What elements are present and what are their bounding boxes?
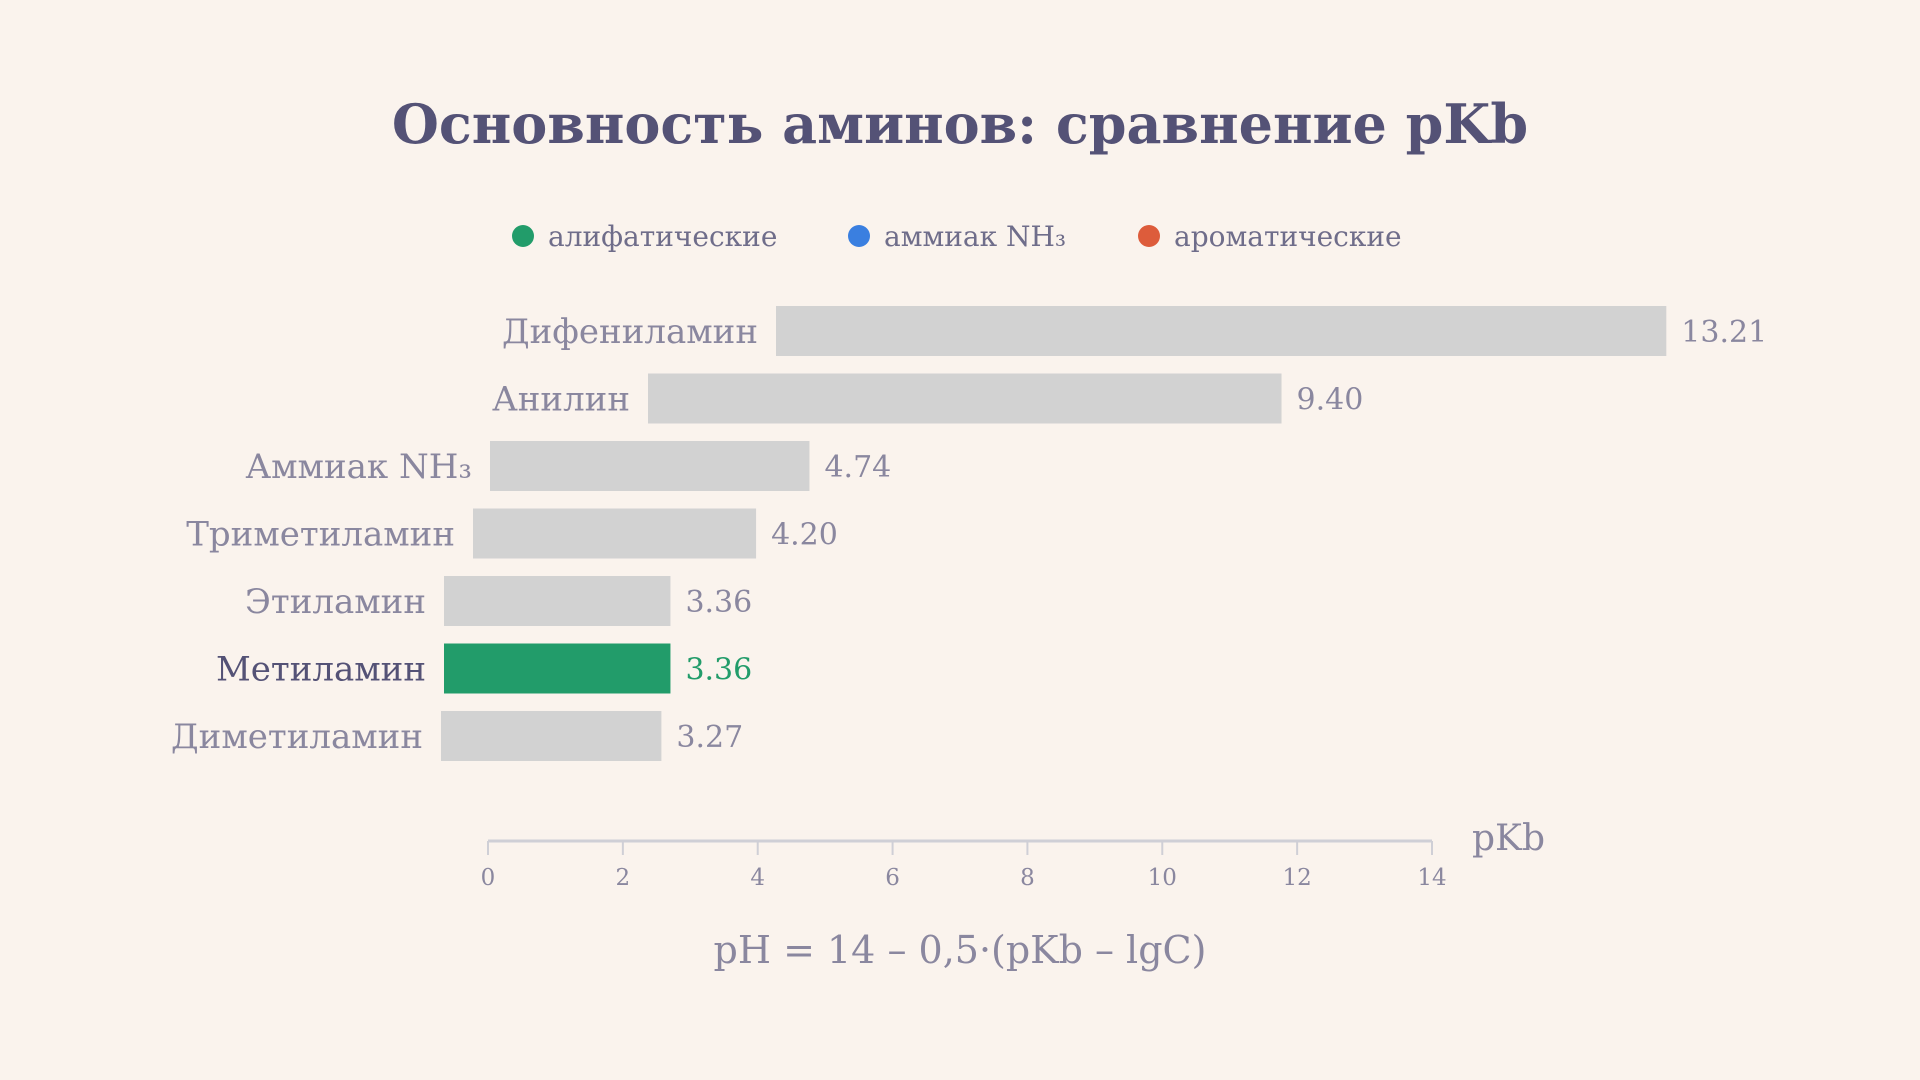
x-tick-label: 14 bbox=[1417, 865, 1446, 891]
legend-item-aromatic: ароматические bbox=[1138, 216, 1402, 256]
value-label: 3.36 bbox=[685, 585, 752, 620]
value-label: 13.21 bbox=[1681, 315, 1767, 350]
legend-dot-aromatic bbox=[1138, 225, 1160, 247]
x-tick-label: 2 bbox=[616, 865, 631, 891]
x-axis: 0 2 4 6 8 10 12 14 pKb bbox=[481, 818, 1545, 891]
bar bbox=[648, 373, 1282, 424]
chart-title: Основность аминов: сравнение pKb bbox=[391, 92, 1529, 156]
value-label: 4.20 bbox=[771, 518, 838, 553]
legend-label-aliphatic: алифатические bbox=[548, 219, 778, 253]
category-label: Метиламин bbox=[216, 650, 426, 690]
x-tick-label: 6 bbox=[885, 865, 900, 891]
category-label: Дифениламин bbox=[502, 312, 758, 352]
bar bbox=[490, 441, 810, 491]
bar bbox=[441, 711, 662, 761]
legend-label-ammonia: аммиак NH₃ bbox=[884, 219, 1067, 253]
value-label: 4.74 bbox=[824, 450, 891, 485]
legend-item-aliphatic: алифатические bbox=[512, 216, 777, 256]
category-label: Анилин bbox=[492, 380, 630, 420]
legend-dot-ammonia bbox=[848, 225, 870, 247]
value-label: 3.36 bbox=[685, 653, 752, 688]
x-tick-label: 8 bbox=[1020, 865, 1035, 891]
x-tick-label: 10 bbox=[1148, 865, 1177, 891]
bar bbox=[776, 306, 1667, 356]
x-tick-label: 0 bbox=[481, 865, 496, 891]
legend-item-ammonia: аммиак NH₃ bbox=[848, 216, 1066, 256]
ph-formula: pH = 14 – 0,5·(pKb – lgC) bbox=[713, 928, 1207, 972]
bar bbox=[473, 508, 757, 559]
category-label: Триметиламин bbox=[186, 515, 455, 555]
category-label: Аммиак NH₃ bbox=[245, 447, 472, 487]
legend-label-aromatic: ароматические bbox=[1174, 219, 1402, 253]
x-tick-label: 4 bbox=[750, 865, 765, 891]
legend-dot-aliphatic bbox=[512, 225, 534, 247]
x-tick-label: 12 bbox=[1283, 865, 1312, 891]
bars-group: Дифениламин 13.21 Анилин 9.40 Аммиак NH₃ 4.74… bbox=[171, 306, 1767, 761]
value-label: 3.27 bbox=[676, 720, 743, 755]
bar bbox=[444, 643, 671, 694]
category-label: Диметиламин bbox=[171, 717, 423, 757]
value-label: 9.40 bbox=[1297, 383, 1364, 418]
category-label: Этиламин bbox=[245, 582, 426, 622]
x-axis-title: pKb bbox=[1472, 818, 1545, 859]
bar bbox=[444, 576, 671, 626]
